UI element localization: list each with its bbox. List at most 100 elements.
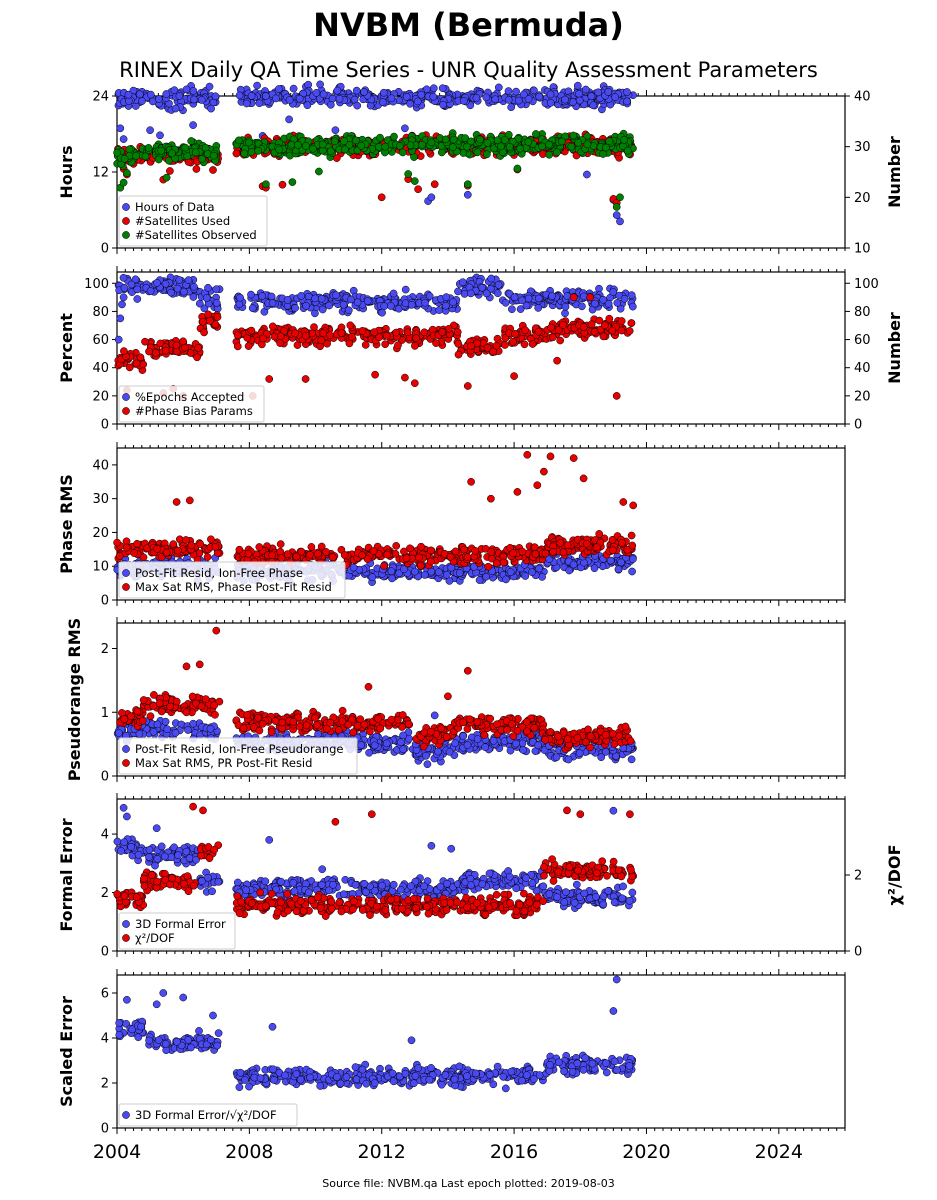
data-point bbox=[340, 137, 348, 146]
data-point bbox=[513, 488, 522, 496]
series-1 bbox=[114, 80, 637, 226]
data-point bbox=[546, 728, 555, 736]
data-point bbox=[211, 92, 220, 101]
data-point bbox=[345, 339, 354, 348]
data-point bbox=[561, 309, 569, 318]
data-point bbox=[623, 146, 632, 155]
data-point bbox=[276, 339, 284, 347]
data-point bbox=[185, 496, 194, 505]
data-point bbox=[387, 94, 396, 103]
data-point bbox=[620, 294, 629, 303]
data-point bbox=[145, 846, 154, 854]
data-point bbox=[591, 299, 599, 308]
data-point bbox=[411, 342, 419, 350]
data-point bbox=[459, 149, 468, 157]
data-point bbox=[396, 738, 405, 747]
data-point bbox=[604, 88, 613, 96]
data-point bbox=[561, 302, 570, 311]
data-point bbox=[278, 180, 287, 189]
data-point bbox=[569, 454, 578, 462]
data-point bbox=[458, 278, 467, 287]
data-point bbox=[146, 90, 155, 99]
legend: Post-Fit Resid, Ion-Free PseudorangeMax … bbox=[118, 737, 358, 775]
legend-marker bbox=[122, 407, 130, 415]
data-point bbox=[511, 330, 519, 338]
data-point bbox=[311, 294, 319, 303]
legend-entry: Post-Fit Resid, Ion-Free Phase bbox=[135, 566, 303, 580]
legend-entry: %Epochs Accepted bbox=[135, 390, 244, 404]
data-point bbox=[484, 562, 493, 571]
data-point bbox=[277, 554, 286, 562]
data-point bbox=[115, 552, 124, 560]
data-point bbox=[541, 736, 550, 744]
data-point bbox=[575, 749, 584, 758]
y-tick-label-right: 40 bbox=[854, 361, 871, 376]
data-point bbox=[204, 310, 213, 319]
data-point bbox=[530, 86, 538, 95]
data-point bbox=[499, 558, 508, 567]
data-point bbox=[267, 728, 276, 736]
y-tick-label: 0 bbox=[101, 242, 109, 257]
data-point bbox=[404, 170, 413, 178]
data-point bbox=[610, 740, 619, 748]
data-point bbox=[594, 88, 603, 97]
data-point bbox=[392, 542, 401, 550]
data-point bbox=[459, 732, 468, 740]
data-point bbox=[301, 375, 310, 383]
data-point bbox=[545, 150, 554, 159]
data-point bbox=[510, 372, 518, 380]
data-point bbox=[487, 274, 496, 283]
data-point bbox=[449, 298, 457, 307]
data-point bbox=[398, 148, 407, 157]
data-point bbox=[303, 101, 312, 110]
data-point bbox=[605, 137, 614, 146]
data-point bbox=[524, 138, 533, 146]
data-point bbox=[612, 392, 621, 400]
data-point bbox=[153, 720, 162, 729]
y-tick-label: 30 bbox=[92, 492, 109, 507]
data-point bbox=[339, 300, 348, 309]
data-point bbox=[240, 149, 249, 158]
data-point bbox=[171, 104, 180, 113]
data-point bbox=[574, 138, 583, 147]
data-point bbox=[184, 276, 193, 284]
data-point bbox=[513, 164, 522, 173]
data-point bbox=[254, 713, 263, 722]
data-point bbox=[617, 558, 625, 567]
data-point bbox=[248, 304, 257, 313]
data-point bbox=[581, 85, 590, 94]
data-point bbox=[528, 340, 537, 348]
data-point bbox=[204, 873, 212, 882]
data-point bbox=[347, 295, 355, 304]
data-point bbox=[318, 305, 327, 314]
data-point bbox=[146, 126, 154, 135]
data-point bbox=[383, 550, 392, 559]
y-axis-label: Pseudorange RMS bbox=[65, 618, 84, 781]
data-point bbox=[503, 726, 511, 734]
data-point bbox=[182, 662, 191, 671]
data-point bbox=[376, 133, 384, 142]
data-point bbox=[532, 130, 540, 138]
data-point bbox=[157, 707, 166, 716]
data-point bbox=[255, 99, 264, 108]
data-point bbox=[455, 569, 464, 577]
data-point bbox=[509, 732, 518, 740]
data-point bbox=[172, 697, 181, 706]
data-point bbox=[521, 326, 530, 335]
data-point bbox=[509, 549, 517, 558]
data-point bbox=[265, 375, 274, 383]
data-point bbox=[262, 180, 270, 189]
data-point bbox=[523, 727, 531, 736]
data-point bbox=[194, 344, 203, 352]
data-point bbox=[133, 539, 141, 548]
data-point bbox=[133, 285, 142, 294]
data-point bbox=[198, 155, 206, 163]
data-point bbox=[473, 735, 482, 743]
data-point bbox=[319, 90, 328, 99]
data-point bbox=[288, 178, 297, 186]
y-tick-label-right: 100 bbox=[854, 277, 879, 292]
data-point bbox=[236, 293, 244, 302]
data-point bbox=[467, 477, 475, 486]
